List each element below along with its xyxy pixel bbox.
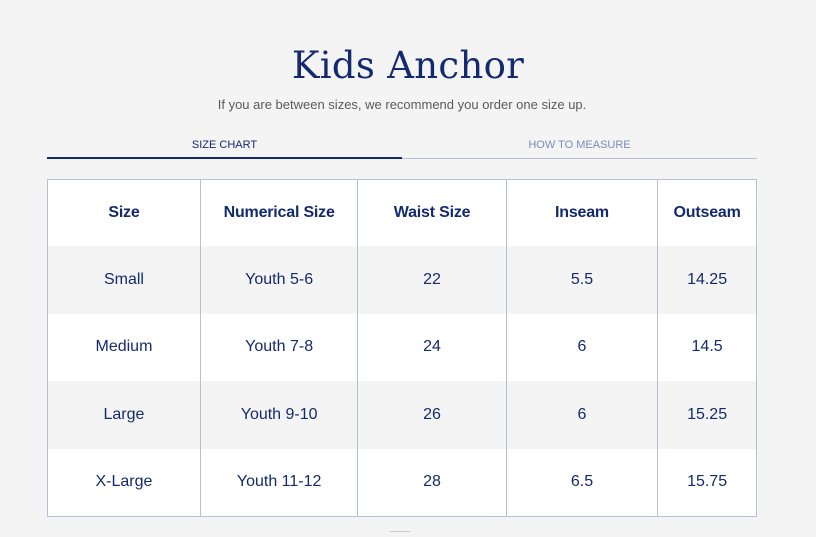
header-size: Size <box>48 180 201 246</box>
header-numerical-size: Numerical Size <box>199 180 358 246</box>
cell-waist-size: 26 <box>357 381 507 449</box>
cell-size: Small <box>48 246 201 314</box>
table-header-row: Size Numerical Size Waist Size Inseam Ou… <box>48 180 756 246</box>
cell-waist-size: 22 <box>357 246 507 314</box>
page-title: Kids Anchor <box>291 44 525 87</box>
cell-outseam: 14.5 <box>657 313 756 381</box>
cell-numerical-size: Youth 9-10 <box>199 381 358 449</box>
size-chart-table: Size Numerical Size Waist Size Inseam Ou… <box>47 179 757 517</box>
cell-size: Large <box>48 381 201 449</box>
table-row: Medium Youth 7-8 24 6 14.5 <box>48 313 756 381</box>
tab-size-chart[interactable]: SIZE CHART <box>47 135 402 159</box>
header-waist-size: Waist Size <box>357 180 507 246</box>
cell-inseam: 6.5 <box>505 448 658 516</box>
tab-how-to-measure[interactable]: HOW TO MEASURE <box>402 135 757 159</box>
cell-numerical-size: Youth 5-6 <box>199 246 358 314</box>
page-subtitle: If you are between sizes, we recommend y… <box>217 97 587 112</box>
cell-numerical-size: Youth 11-12 <box>199 448 358 516</box>
scroll-indicator <box>390 531 410 537</box>
header-outseam: Outseam <box>657 180 756 246</box>
cell-inseam: 5.5 <box>505 246 658 314</box>
size-guide-tabs: SIZE CHART HOW TO MEASURE <box>47 135 757 159</box>
header-inseam: Inseam <box>505 180 658 246</box>
cell-outseam: 14.25 <box>657 246 756 314</box>
table-row: Small Youth 5-6 22 5.5 14.25 <box>48 246 756 314</box>
cell-outseam: 15.75 <box>657 448 756 516</box>
table-row: Large Youth 9-10 26 6 15.25 <box>48 381 756 449</box>
cell-waist-size: 24 <box>357 313 507 381</box>
cell-inseam: 6 <box>505 313 658 381</box>
cell-size: X-Large <box>48 448 201 516</box>
cell-outseam: 15.25 <box>657 381 756 449</box>
table-row: X-Large Youth 11-12 28 6.5 15.75 <box>48 448 756 516</box>
cell-numerical-size: Youth 7-8 <box>199 313 358 381</box>
cell-inseam: 6 <box>505 381 658 449</box>
cell-size: Medium <box>48 313 201 381</box>
cell-waist-size: 28 <box>357 448 507 516</box>
